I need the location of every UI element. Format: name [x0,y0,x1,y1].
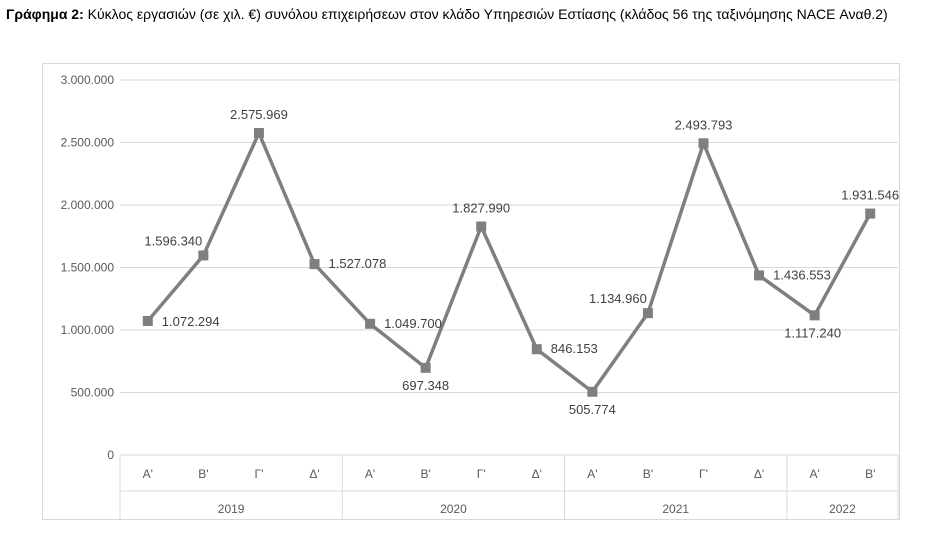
x-group-label: 2019 [218,502,245,516]
data-label: 1.527.078 [329,256,387,271]
caption-label: Γράφημα 2: [6,6,84,22]
caption-text: Κύκλος εργασιών (σε χιλ. €) συνόλου επιχ… [87,6,888,22]
data-label: 2.493.793 [675,117,733,132]
x-tick-label: Δ' [309,467,319,481]
data-point [253,128,264,139]
x-tick-label: Β' [865,467,875,481]
data-label: 1.049.700 [384,316,442,331]
data-point [476,221,487,232]
y-tick-label: 3.000.000 [61,73,115,87]
chart-area: 0 500.000 1.000.000 1.500.000 2.000.000 2.500… [42,63,900,520]
x-group-label: 2020 [440,502,467,516]
x-tick-label: Δ' [532,467,542,481]
data-point [809,310,820,321]
x-tick-label: Α' [809,467,819,481]
data-label: 1.117.240 [784,325,841,340]
series-line [146,131,872,394]
x-tick-label: Γ' [477,467,486,481]
data-point [865,208,876,219]
x-tick-label: Δ' [754,467,764,481]
data-label: 697.348 [402,378,449,393]
data-point [698,138,709,149]
x-tick-label: Β' [198,467,208,481]
x-tick-label: Β' [420,467,430,481]
data-label: 1.827.990 [452,201,510,216]
x-tick-label: Α' [365,467,375,481]
data-point [309,259,320,270]
y-tick-label: 2.000.000 [61,198,115,212]
y-tick-label: 1.500.000 [61,261,115,275]
x-tick-label: Α' [587,467,597,481]
y-tick-label: 0 [107,448,114,462]
data-label: 1.134.960 [589,291,647,306]
data-point [198,250,209,261]
data-label: 1.072.294 [162,314,220,329]
data-point [365,318,376,329]
chart-caption: Γράφημα 2: Κύκλος εργασιών (σε χιλ. €) σ… [6,5,940,24]
data-label: 1.596.340 [144,233,202,248]
x-group-label: 2022 [829,502,856,516]
y-tick-label: 1.000.000 [61,323,115,337]
x-tick-label: Α' [143,467,153,481]
line-chart: 0 500.000 1.000.000 1.500.000 2.000.000 2.500… [61,73,899,519]
data-label: 846.153 [551,341,598,356]
data-point [642,308,653,319]
data-label: 2.575.969 [230,107,288,122]
data-point [531,344,542,355]
data-point [142,315,153,326]
y-tick-label: 2.500.000 [61,136,115,150]
data-label: 1.436.553 [773,267,831,282]
x-group-label: 2021 [662,502,689,516]
data-point [420,362,431,373]
data-point [754,270,765,281]
x-tick-label: Β' [643,467,653,481]
y-tick-label: 500.000 [71,386,115,400]
x-tick-label: Γ' [699,467,708,481]
data-point [587,386,598,397]
data-label: 505.774 [569,402,616,417]
data-label: 1.931.546 [841,188,899,203]
x-tick-label: Γ' [254,467,263,481]
